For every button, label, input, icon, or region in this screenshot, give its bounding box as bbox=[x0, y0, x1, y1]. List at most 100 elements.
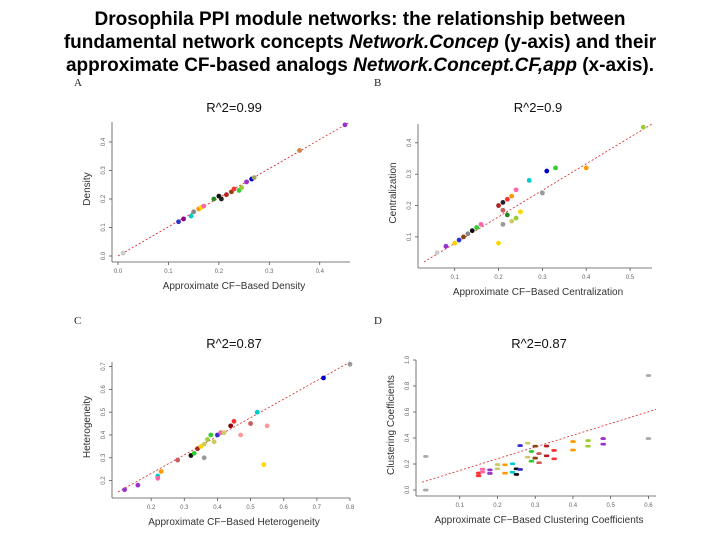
point-cluster bbox=[532, 444, 538, 460]
point-cluster bbox=[524, 441, 531, 459]
data-point bbox=[175, 457, 181, 463]
data-point bbox=[452, 240, 458, 246]
y-tick-label: 0.2 bbox=[405, 459, 411, 468]
data-point bbox=[496, 203, 501, 208]
x-tick-label: 0.6 bbox=[644, 503, 653, 509]
x-tick-label: 0.2 bbox=[494, 275, 503, 281]
data-point bbox=[176, 219, 181, 225]
data-point bbox=[528, 459, 532, 463]
data-point bbox=[135, 482, 141, 488]
panel-a: A R^2=0.99 0.0 0.1 0.2 0.3 0.4 0.0 0.1 0.2 0.3 0.4 A… bbox=[74, 77, 351, 292]
title-text: (x-axis). bbox=[576, 55, 655, 76]
y-tick-label: 0.3 bbox=[407, 169, 413, 178]
data-point bbox=[456, 237, 462, 243]
data-point bbox=[513, 473, 517, 476]
data-point bbox=[347, 361, 353, 367]
x-tick-label: 0.3 bbox=[265, 269, 274, 275]
data-point bbox=[469, 228, 475, 234]
data-point bbox=[211, 196, 217, 202]
y-tick-label: 0.8 bbox=[405, 381, 411, 390]
data-point bbox=[518, 444, 522, 447]
data-point bbox=[585, 444, 588, 448]
data-point bbox=[191, 209, 197, 215]
point-cluster bbox=[517, 444, 523, 471]
y-tick-label: 0.2 bbox=[407, 201, 413, 210]
x-tick-label: 0.3 bbox=[180, 505, 189, 511]
data-point bbox=[231, 186, 237, 192]
title-line-1: Drosophila PPI module networks: the rela… bbox=[94, 9, 626, 30]
y-tick-label: 0.4 bbox=[101, 430, 107, 439]
panel-letter: B bbox=[374, 77, 381, 89]
data-point bbox=[244, 179, 250, 185]
y-axis-label: Clustering Coefficients bbox=[386, 375, 397, 475]
data-point bbox=[517, 468, 521, 471]
regression-line bbox=[117, 361, 351, 493]
x-tick-label: 0.4 bbox=[569, 503, 578, 509]
data-point bbox=[539, 190, 545, 196]
data-point bbox=[524, 441, 528, 445]
x-axis-label: Approximate CF−Based Clustering Coeffici… bbox=[434, 515, 643, 526]
regression-line bbox=[421, 409, 657, 483]
data-point bbox=[254, 409, 260, 415]
data-point bbox=[228, 423, 234, 429]
data-point bbox=[158, 469, 164, 474]
data-point bbox=[600, 442, 604, 446]
x-tick-label: 0.4 bbox=[582, 275, 591, 281]
point-cluster bbox=[645, 374, 652, 440]
data-point bbox=[434, 250, 440, 255]
panel-c: C R^2=0.87 0.2 0.3 0.4 0.5 0.6 0.7 0.8 0.2 0.3 0.4 0… bbox=[74, 315, 355, 528]
x-tick-label: 0.5 bbox=[246, 505, 255, 511]
data-point bbox=[494, 467, 498, 471]
data-point bbox=[551, 457, 554, 461]
data-point bbox=[248, 421, 253, 426]
panel-letter: C bbox=[74, 315, 81, 327]
point-cluster bbox=[423, 455, 429, 492]
data-point bbox=[494, 463, 498, 466]
panel-letter: A bbox=[74, 77, 82, 89]
x-axis-label: Approximate CF−Based Centralization bbox=[453, 287, 623, 298]
point-cluster bbox=[570, 440, 576, 452]
data-point bbox=[505, 471, 508, 475]
point-cluster bbox=[536, 452, 542, 465]
x-axis-label: Approximate CF−Based Heterogeneity bbox=[148, 517, 319, 528]
data-point bbox=[239, 185, 244, 190]
data-point bbox=[515, 473, 519, 476]
title-italic: Network.Concept.CF,app bbox=[353, 55, 577, 76]
figure-title: Drosophila PPI module networks: the rela… bbox=[0, 8, 720, 77]
data-point bbox=[251, 175, 257, 180]
data-point bbox=[509, 470, 513, 474]
x-tick-label: 0.5 bbox=[626, 275, 635, 281]
data-point bbox=[321, 375, 326, 381]
y-tick-label: 0.2 bbox=[101, 476, 107, 485]
data-point bbox=[496, 240, 501, 246]
data-point bbox=[503, 463, 506, 467]
data-point bbox=[481, 467, 485, 471]
x-tick-label: 0.1 bbox=[164, 269, 173, 275]
data-point bbox=[583, 165, 589, 171]
data-point bbox=[500, 207, 506, 213]
x-tick-label: 0.8 bbox=[346, 505, 355, 511]
data-point bbox=[191, 450, 197, 456]
x-tick-label: 0.1 bbox=[456, 503, 465, 509]
y-tick-label: 0.1 bbox=[101, 223, 107, 232]
data-point bbox=[461, 234, 466, 240]
data-point bbox=[526, 178, 532, 183]
data-point bbox=[640, 124, 646, 130]
x-tick-label: 0.4 bbox=[213, 505, 222, 511]
data-point bbox=[425, 488, 429, 492]
y-tick-label: 0.0 bbox=[101, 251, 107, 260]
panel-title: R^2=0.99 bbox=[206, 100, 262, 115]
y-tick-label: 0.7 bbox=[101, 362, 107, 371]
data-point bbox=[342, 122, 348, 128]
x-axis-label: Approximate CF−Based Density bbox=[163, 281, 306, 292]
data-point bbox=[488, 468, 492, 472]
data-point bbox=[511, 462, 514, 466]
x-tick-label: 0.3 bbox=[538, 275, 547, 281]
data-point bbox=[538, 461, 541, 465]
data-point bbox=[188, 213, 194, 219]
data-point bbox=[477, 471, 480, 475]
data-point bbox=[601, 437, 604, 440]
data-point bbox=[211, 439, 217, 445]
data-point bbox=[570, 440, 574, 443]
y-tick-label: 0.4 bbox=[405, 433, 411, 442]
